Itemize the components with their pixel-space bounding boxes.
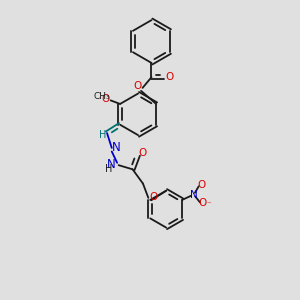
Text: O: O (199, 198, 207, 208)
Text: N: N (107, 158, 116, 171)
Text: O: O (138, 148, 146, 158)
Text: O: O (101, 94, 110, 104)
Text: N: N (112, 141, 120, 154)
Text: N: N (190, 190, 197, 200)
Text: ⁻: ⁻ (206, 201, 211, 210)
Text: O: O (149, 192, 157, 202)
Text: H: H (99, 130, 106, 140)
Text: O: O (198, 180, 206, 190)
Text: H: H (105, 164, 112, 174)
Text: O: O (165, 72, 173, 82)
Text: O: O (133, 81, 141, 92)
Text: CH₃: CH₃ (93, 92, 110, 101)
